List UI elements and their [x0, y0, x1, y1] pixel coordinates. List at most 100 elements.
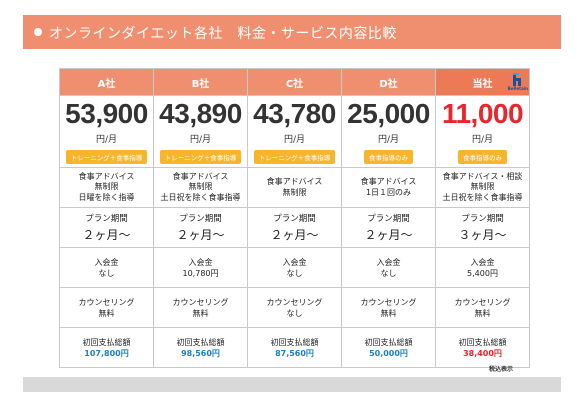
advice-cell-c: 食事アドバイス 無制限: [247, 167, 342, 208]
counseling-label: カウンセリング: [172, 297, 229, 307]
fee-label: 入会金: [188, 257, 213, 267]
plan-badge: トレーニング＋食事指導: [65, 149, 148, 164]
comparison-table: A社 B社 C社 D社 当社 BeRetain 53,900 円/月 トレーニン…: [59, 68, 530, 368]
advice-cell-d: 食事アドバイス 1日１回のみ: [341, 167, 436, 208]
plan-badge: トレーニング＋食事指導: [159, 149, 242, 164]
fee-value: なし: [286, 268, 303, 278]
period-value: ３ヶ月〜: [458, 228, 507, 242]
counseling-row: カウンセリング 無料 カウンセリング 無料 カウンセリング なし カウンセリング 無料 …: [59, 287, 530, 328]
period-cell-b: プラン期間 ２ヶ月〜: [153, 207, 248, 248]
advice-line: 無制限: [470, 182, 495, 192]
company-header-d: D社: [341, 68, 436, 96]
advice-line: 食事アドバイス: [360, 177, 417, 186]
fee-label: 入会金: [376, 257, 401, 267]
fee-cell-d: 入会金 なし: [341, 247, 436, 288]
advice-line: 無制限: [188, 182, 213, 192]
advice-line: 食事アドバイス: [78, 171, 135, 181]
title-bar: オンラインダイエット各社 料金・サービス内容比較: [23, 15, 561, 49]
period-cell-d: プラン期間 ２ヶ月〜: [341, 207, 436, 248]
period-cell-c: プラン期間 ２ヶ月〜: [247, 207, 342, 248]
total-amount-highlight: 38,400円: [463, 348, 502, 358]
advice-line: 無制限: [282, 187, 307, 197]
price-cell-own: 11,000 円/月 食事指導のみ: [435, 95, 530, 168]
total-cell-a: 初回支払総額 107,800円: [59, 327, 154, 368]
total-amount: 98,560円: [181, 348, 220, 358]
counseling-value: なし: [286, 308, 303, 318]
total-cell-b: 初回支払総額 98,560円: [153, 327, 248, 368]
period-cell-a: プラン期間 ２ヶ月〜: [59, 207, 154, 248]
counseling-cell-d: カウンセリング 無料: [341, 287, 436, 328]
price-unit: 円/月: [283, 134, 306, 145]
fee-value: なし: [380, 268, 397, 278]
header-row: A社 B社 C社 D社 当社 BeRetain: [59, 68, 530, 96]
period-label: プラン期間: [461, 214, 504, 224]
period-label: プラン期間: [367, 214, 410, 224]
total-row: 初回支払総額 107,800円 初回支払総額 98,560円 初回支払総額 87,56…: [59, 327, 530, 368]
price-unit: 円/月: [377, 134, 400, 145]
logo-text: BeRetain: [507, 86, 528, 91]
period-value: ２ヶ月〜: [176, 228, 225, 242]
fee-label: 入会金: [94, 257, 119, 267]
period-label: プラン期間: [85, 214, 128, 224]
advice-cell-own: 食事アドバイス・相談 無制限 土日祝を除く食事指導: [435, 167, 530, 208]
counseling-cell-a: カウンセリング 無料: [59, 287, 154, 328]
counseling-value: 無料: [192, 308, 209, 318]
counseling-value: 無料: [380, 308, 397, 318]
total-label: 初回支払総額: [176, 337, 225, 347]
total-label: 初回支払総額: [364, 337, 413, 347]
total-label: 初回支払総額: [458, 337, 507, 347]
advice-line: 食事アドバイス: [172, 171, 229, 181]
plan-badge: トレーニング＋食事指導: [253, 149, 336, 164]
bullet-icon: [34, 28, 42, 36]
advice-line: 食事アドバイス・相談: [442, 171, 523, 181]
counseling-cell-b: カウンセリング 無料: [153, 287, 248, 328]
advice-row: 食事アドバイス 無制限 日曜を除く指導 食事アドバイス 無制限 土日祝を除く食事…: [59, 167, 530, 208]
footer-bar: [23, 377, 561, 392]
price-unit: 円/月: [189, 134, 212, 145]
fee-cell-b: 入会金 10,780円: [153, 247, 248, 288]
total-amount: 107,800円: [84, 348, 129, 358]
monthly-price: 25,000: [347, 97, 430, 129]
period-value: ２ヶ月〜: [270, 228, 319, 242]
monthly-price: 43,780: [253, 97, 336, 129]
price-cell-b: 43,890 円/月 トレーニング＋食事指導: [153, 95, 248, 168]
counseling-value: 無料: [474, 308, 491, 318]
advice-line: 1日１回のみ: [365, 187, 412, 197]
counseling-label: カウンセリング: [454, 297, 511, 307]
price-cell-d: 25,000 円/月 食事指導のみ: [341, 95, 436, 168]
counseling-value: 無料: [98, 308, 115, 318]
price-cell-c: 43,780 円/月 トレーニング＋食事指導: [247, 95, 342, 168]
counseling-cell-c: カウンセリング なし: [247, 287, 342, 328]
advice-line: 食事アドバイス: [266, 177, 323, 186]
tax-included-note: 税込表示: [489, 366, 514, 373]
price-unit: 円/月: [471, 134, 494, 145]
company-header-a: A社: [59, 68, 154, 96]
price-unit: 円/月: [95, 134, 118, 145]
company-header-c: C社: [247, 68, 342, 96]
company-header-own: 当社 BeRetain: [435, 68, 530, 96]
own-company-label: 当社: [472, 78, 493, 90]
advice-cell-b: 食事アドバイス 無制限 土日祝を除く食事指導: [153, 167, 248, 208]
fee-value: なし: [98, 268, 115, 278]
advice-line: 日曜を除く指導: [78, 192, 135, 202]
total-cell-c: 初回支払総額 87,560円: [247, 327, 342, 368]
monthly-price: 43,890: [159, 97, 242, 129]
plan-badge: 食事指導のみ: [458, 149, 507, 164]
period-row: プラン期間 ２ヶ月〜 プラン期間 ２ヶ月〜 プラン期間 ２ヶ月〜 プラン期間 ２ヶ月〜 …: [59, 207, 530, 248]
total-amount: 87,560円: [275, 348, 314, 358]
monthly-price: 53,900: [65, 97, 148, 129]
company-header-b: B社: [153, 68, 248, 96]
total-label: 初回支払総額: [82, 337, 131, 347]
price-row: 53,900 円/月 トレーニング＋食事指導 43,890 円/月 トレーニング…: [59, 95, 530, 168]
monthly-price-highlight: 11,000: [441, 97, 524, 129]
plan-badge: 食事指導のみ: [364, 149, 413, 164]
company-logo-icon: [510, 72, 526, 91]
period-value: ２ヶ月〜: [364, 228, 413, 242]
counseling-cell-own: カウンセリング 無料: [435, 287, 530, 328]
page-title: オンラインダイエット各社 料金・サービス内容比較: [49, 26, 397, 42]
total-label: 初回支払総額: [270, 337, 319, 347]
total-cell-d: 初回支払総額 50,000円: [341, 327, 436, 368]
price-cell-a: 53,900 円/月 トレーニング＋食事指導: [59, 95, 154, 168]
period-label: プラン期間: [179, 214, 222, 224]
advice-line: 土日祝を除く食事指導: [442, 192, 523, 202]
